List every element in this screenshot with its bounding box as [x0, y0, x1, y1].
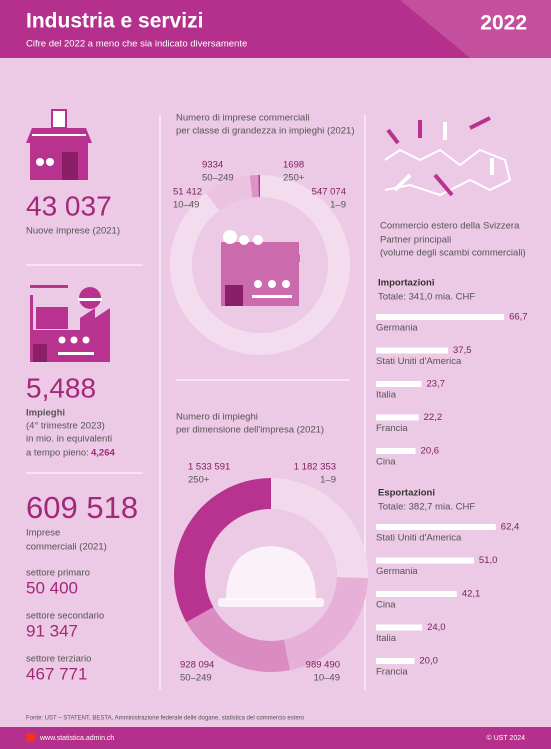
slice-value: 51 412: [173, 187, 202, 198]
sector-value: 467 771: [26, 664, 87, 683]
flag: [26, 733, 35, 742]
year: 2022: [480, 12, 527, 35]
slice-value: 1698: [283, 160, 304, 171]
sector-name: settore terziario: [26, 654, 91, 665]
slice-category: 250+: [283, 173, 305, 184]
bar: [376, 414, 419, 421]
donut-slice: [205, 175, 253, 211]
chart-title: per dimensione dell'impresa (2021): [176, 425, 324, 436]
bar: [376, 658, 415, 664]
trade-subtitle: Partner principali: [380, 235, 451, 246]
bar-value: 23,7: [427, 379, 446, 390]
industry-icon: [30, 285, 110, 362]
slice-category: 50–249: [202, 173, 234, 184]
stat-note: (4° trimestre 2023): [26, 421, 105, 432]
stat-value: 609 518: [26, 490, 138, 525]
bar-value: 42,1: [462, 589, 481, 600]
slice-category: 1–9: [330, 200, 346, 211]
chart-title: per classe di grandezza in impieghi (202…: [176, 126, 355, 137]
bar: [376, 448, 416, 454]
bar: [376, 381, 422, 387]
trade-subtitle: (volume degli scambi commerciali): [380, 248, 526, 259]
stat-label: commerciali (2021): [26, 542, 107, 553]
chart-title: Numero di impieghi: [176, 412, 258, 423]
slice-value: 547 074: [312, 187, 346, 198]
bar-category: Francia: [376, 423, 408, 434]
stat-label: Imprese: [26, 528, 60, 539]
slice-category: 50–249: [180, 673, 212, 684]
bar-value: 62,4: [501, 522, 519, 533]
slice-category: 10–49: [314, 673, 340, 684]
bar-chart-subtitle: Totale: 382,7 mia. CHF: [378, 502, 475, 513]
slice-value: 9334: [202, 160, 223, 171]
bar-value: 37,5: [453, 345, 472, 356]
footer-bar: [0, 727, 551, 749]
helmet-icon: [218, 546, 324, 607]
header-accent: [400, 0, 551, 58]
donut-slice: [249, 175, 259, 198]
bar-chart-title: Importazioni: [378, 278, 434, 289]
bar: [376, 524, 496, 530]
sector-name: settore secondario: [26, 611, 104, 622]
stat-note: in mio. in equivalenti: [26, 434, 112, 445]
stat-label: Nuove imprese (2021): [26, 226, 120, 237]
bar-chart-subtitle: Totale: 341,0 mia. CHF: [378, 292, 475, 303]
factory-icon: [221, 230, 300, 306]
copyright: © UST 2024: [487, 734, 526, 742]
sector-value: 50 400: [26, 578, 78, 597]
trade-icon: [384, 116, 512, 197]
slice-category: 250+: [188, 475, 210, 486]
url: www.statistica.admin.ch: [39, 735, 114, 742]
bar-category: Italia: [376, 390, 397, 401]
bar-value: 20,0: [419, 656, 438, 667]
bar-category: Francia: [376, 667, 408, 678]
slice-category: 1–9: [320, 475, 336, 486]
bar-category: Italia: [376, 633, 397, 644]
bar: [376, 557, 474, 564]
stat-fte: 4,264: [91, 448, 115, 459]
sector-value: 91 347: [26, 621, 78, 640]
bar-category: Germania: [376, 323, 418, 334]
bar: [376, 314, 505, 320]
donut-slice: [174, 478, 271, 623]
donut-slice: [186, 607, 290, 672]
slice-value: 1 182 353: [294, 462, 336, 473]
donut-slice: [271, 478, 368, 579]
bar-value: 51,0: [479, 555, 498, 566]
bar-category: Cina: [376, 457, 396, 468]
donut-slice: [258, 175, 260, 198]
source: Fonte: UST – STATENT, BESTA, Amministraz…: [26, 716, 305, 722]
slice-value: 989 490: [306, 660, 340, 671]
slice-value: 928 094: [180, 660, 214, 671]
stat-value: 5,488: [26, 372, 96, 403]
bar: [376, 591, 457, 597]
slice-category: 10–49: [173, 200, 199, 211]
bar-category: Stati Uniti d'America: [376, 533, 462, 544]
trade-title: Commercio estero della Svizzera: [380, 221, 520, 232]
bar-value: 22,2: [424, 412, 443, 423]
shop-icon: [26, 109, 92, 180]
donut-slice: [283, 577, 368, 671]
bar-category: Cina: [376, 600, 396, 611]
bar: [376, 624, 423, 631]
stat-value: 43 037: [26, 190, 112, 221]
sector-name: settore primaro: [26, 568, 90, 579]
stat-note: a tempo pieno:: [26, 448, 89, 459]
bar: [376, 347, 448, 354]
stat-label: Impieghi: [26, 408, 65, 419]
title: Industria e servizi: [26, 10, 203, 33]
bar-category: Germania: [376, 566, 418, 577]
bar-value: 20,6: [421, 446, 440, 457]
bar-chart-title: Esportazioni: [378, 488, 435, 499]
chart-title: Numero di imprese commerciali: [176, 113, 310, 124]
bar-category: Stati Uniti d'America: [376, 356, 462, 367]
bar-value: 24,0: [427, 622, 446, 633]
bar-value: 66,7: [509, 312, 527, 323]
subtitle: Cifre del 2022 a meno che sia indicato d…: [26, 39, 247, 50]
slice-value: 1 533 591: [188, 462, 230, 473]
